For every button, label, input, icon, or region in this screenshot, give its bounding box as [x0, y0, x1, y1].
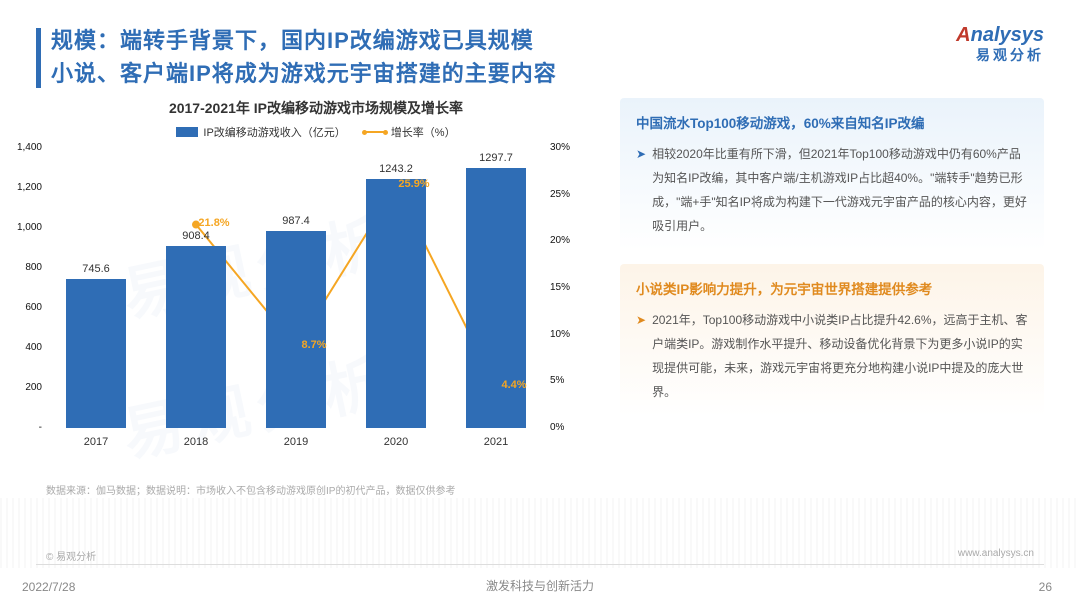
footer-url: www.analysys.cn	[958, 548, 1034, 559]
x-tick-label: 2018	[184, 436, 208, 448]
legend-bar: IP改编移动游戏收入（亿元）	[176, 124, 345, 140]
card-blue-title: 中国流水Top100移动游戏，60%来自知名IP改编	[636, 112, 1028, 132]
y-left-tick: 800	[2, 262, 42, 273]
bullet-arrow-icon: ➤	[636, 142, 646, 238]
legend-bar-label: IP改编移动游戏收入（亿元）	[203, 124, 345, 140]
y-left-tick: 1,200	[2, 182, 42, 193]
chart-plot: 745.62017908.42018987.420191243.22020129…	[46, 148, 546, 428]
bar-swatch-icon	[176, 127, 198, 137]
y-right-tick: 30%	[550, 142, 590, 153]
line-swatch-icon	[364, 131, 386, 133]
chart-area: 745.6 2017 908.4 2018 987.4 2019 1243.2 2020 129…	[46, 148, 586, 468]
x-tick-label: 2017	[84, 436, 108, 448]
slide: 易观分析 易观分析 规模：端转手背景下，国内IP改编游戏已具规模 小说、客户端I…	[0, 0, 1080, 608]
y-left-tick: 600	[2, 302, 42, 313]
y-right-tick: 0%	[550, 422, 590, 433]
bar-value-label: 908.4	[182, 230, 210, 242]
footer-page: 26	[1039, 580, 1052, 594]
line-value-label: 25.9%	[398, 178, 429, 190]
logo-sub: 易观分析	[956, 45, 1044, 65]
title-line2: 小说、客户端IP将成为游戏元宇宙搭建的主要内容	[51, 57, 557, 90]
chart-title: 2017-2021年 IP改编移动游戏市场规模及增长率	[36, 98, 596, 118]
y-right-tick: 20%	[550, 235, 590, 246]
bar	[66, 279, 126, 428]
title-block: 规模：端转手背景下，国内IP改编游戏已具规模 小说、客户端IP将成为游戏元宇宙搭…	[36, 24, 557, 90]
card-blue-text: 相较2020年比重有所下滑，但2021年Top100移动游戏中仍有60%产品为知…	[652, 142, 1028, 238]
bar	[166, 246, 226, 428]
y-left-tick: 200	[2, 382, 42, 393]
line-value-label: 21.8%	[198, 217, 229, 229]
legend-line-label: 增长率（%）	[391, 124, 456, 140]
y-right-tick: 5%	[550, 375, 590, 386]
cards-column: 中国流水Top100移动游戏，60%来自知名IP改编 ➤相较2020年比重有所下…	[620, 98, 1044, 497]
card-blue-body: ➤相较2020年比重有所下滑，但2021年Top100移动游戏中仍有60%产品为…	[636, 142, 1028, 238]
bar	[366, 179, 426, 428]
content: 2017-2021年 IP改编移动游戏市场规模及增长率 IP改编移动游戏收入（亿…	[36, 98, 1044, 497]
line-value-label: 4.4%	[501, 379, 526, 391]
bullet-arrow-icon: ➤	[636, 308, 646, 404]
footer-center: 激发科技与创新活力	[486, 577, 594, 594]
title-line1: 规模：端转手背景下，国内IP改编游戏已具规模	[51, 24, 557, 57]
card-orange-body: ➤2021年，Top100移动游戏中小说类IP占比提升42.6%，远高于主机、客…	[636, 308, 1028, 404]
y-left-tick: 1,000	[2, 222, 42, 233]
footer: © 易观分析 www.analysys.cn 2022/7/28 激发科技与创新…	[0, 548, 1080, 608]
logo: Analysys 易观分析	[956, 24, 1044, 65]
y-left-tick: -	[2, 422, 42, 433]
header: 规模：端转手背景下，国内IP改编游戏已具规模 小说、客户端IP将成为游戏元宇宙搭…	[36, 24, 1044, 90]
growth-line	[196, 186, 496, 387]
x-tick-label: 2019	[284, 436, 308, 448]
card-orange: 小说类IP影响力提升，为元宇宙世界搭建提供参考 ➤2021年，Top100移动游…	[620, 264, 1044, 416]
bar	[266, 231, 326, 428]
line-value-label: 8.7%	[301, 339, 326, 351]
slide-title: 规模：端转手背景下，国内IP改编游戏已具规模 小说、客户端IP将成为游戏元宇宙搭…	[51, 24, 557, 90]
bar-value-label: 987.4	[282, 215, 310, 227]
y-left-tick: 400	[2, 342, 42, 353]
y-left-tick: 1,400	[2, 142, 42, 153]
footer-date: 2022/7/28	[22, 580, 75, 594]
card-orange-title: 小说类IP影响力提升，为元宇宙世界搭建提供参考	[636, 278, 1028, 298]
logo-text: Analysys	[956, 24, 1044, 47]
y-right-tick: 15%	[550, 282, 590, 293]
y-right-tick: 25%	[550, 189, 590, 200]
chart-legend: IP改编移动游戏收入（亿元） 增长率（%）	[36, 124, 596, 140]
card-orange-text: 2021年，Top100移动游戏中小说类IP占比提升42.6%，远高于主机、客户…	[652, 308, 1028, 404]
card-blue: 中国流水Top100移动游戏，60%来自知名IP改编 ➤相较2020年比重有所下…	[620, 98, 1044, 250]
legend-line: 增长率（%）	[364, 124, 456, 140]
y-right-tick: 10%	[550, 329, 590, 340]
x-tick-label: 2020	[384, 436, 408, 448]
title-accent-bar	[36, 28, 41, 88]
logo-rest: nalysys	[971, 24, 1044, 46]
footer-divider	[36, 564, 1044, 565]
bar-value-label: 1297.7	[479, 152, 513, 164]
bar-value-label: 1243.2	[379, 163, 413, 175]
copyright: © 易观分析	[46, 548, 96, 563]
logo-a: A	[956, 24, 970, 46]
chart-source: 数据来源：伽马数据；数据说明：市场收入不包含移动游戏原创IP的初代产品，数据仅供…	[46, 482, 596, 497]
x-tick-label: 2021	[484, 436, 508, 448]
bar-value-label: 745.6	[82, 263, 110, 275]
chart-column: 2017-2021年 IP改编移动游戏市场规模及增长率 IP改编移动游戏收入（亿…	[36, 98, 596, 497]
